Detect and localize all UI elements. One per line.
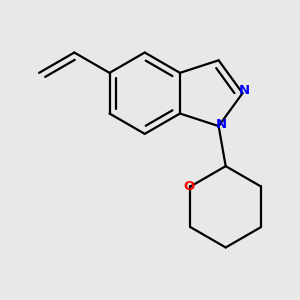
Text: N: N	[216, 118, 227, 131]
Text: O: O	[183, 180, 195, 193]
Text: N: N	[238, 84, 250, 97]
